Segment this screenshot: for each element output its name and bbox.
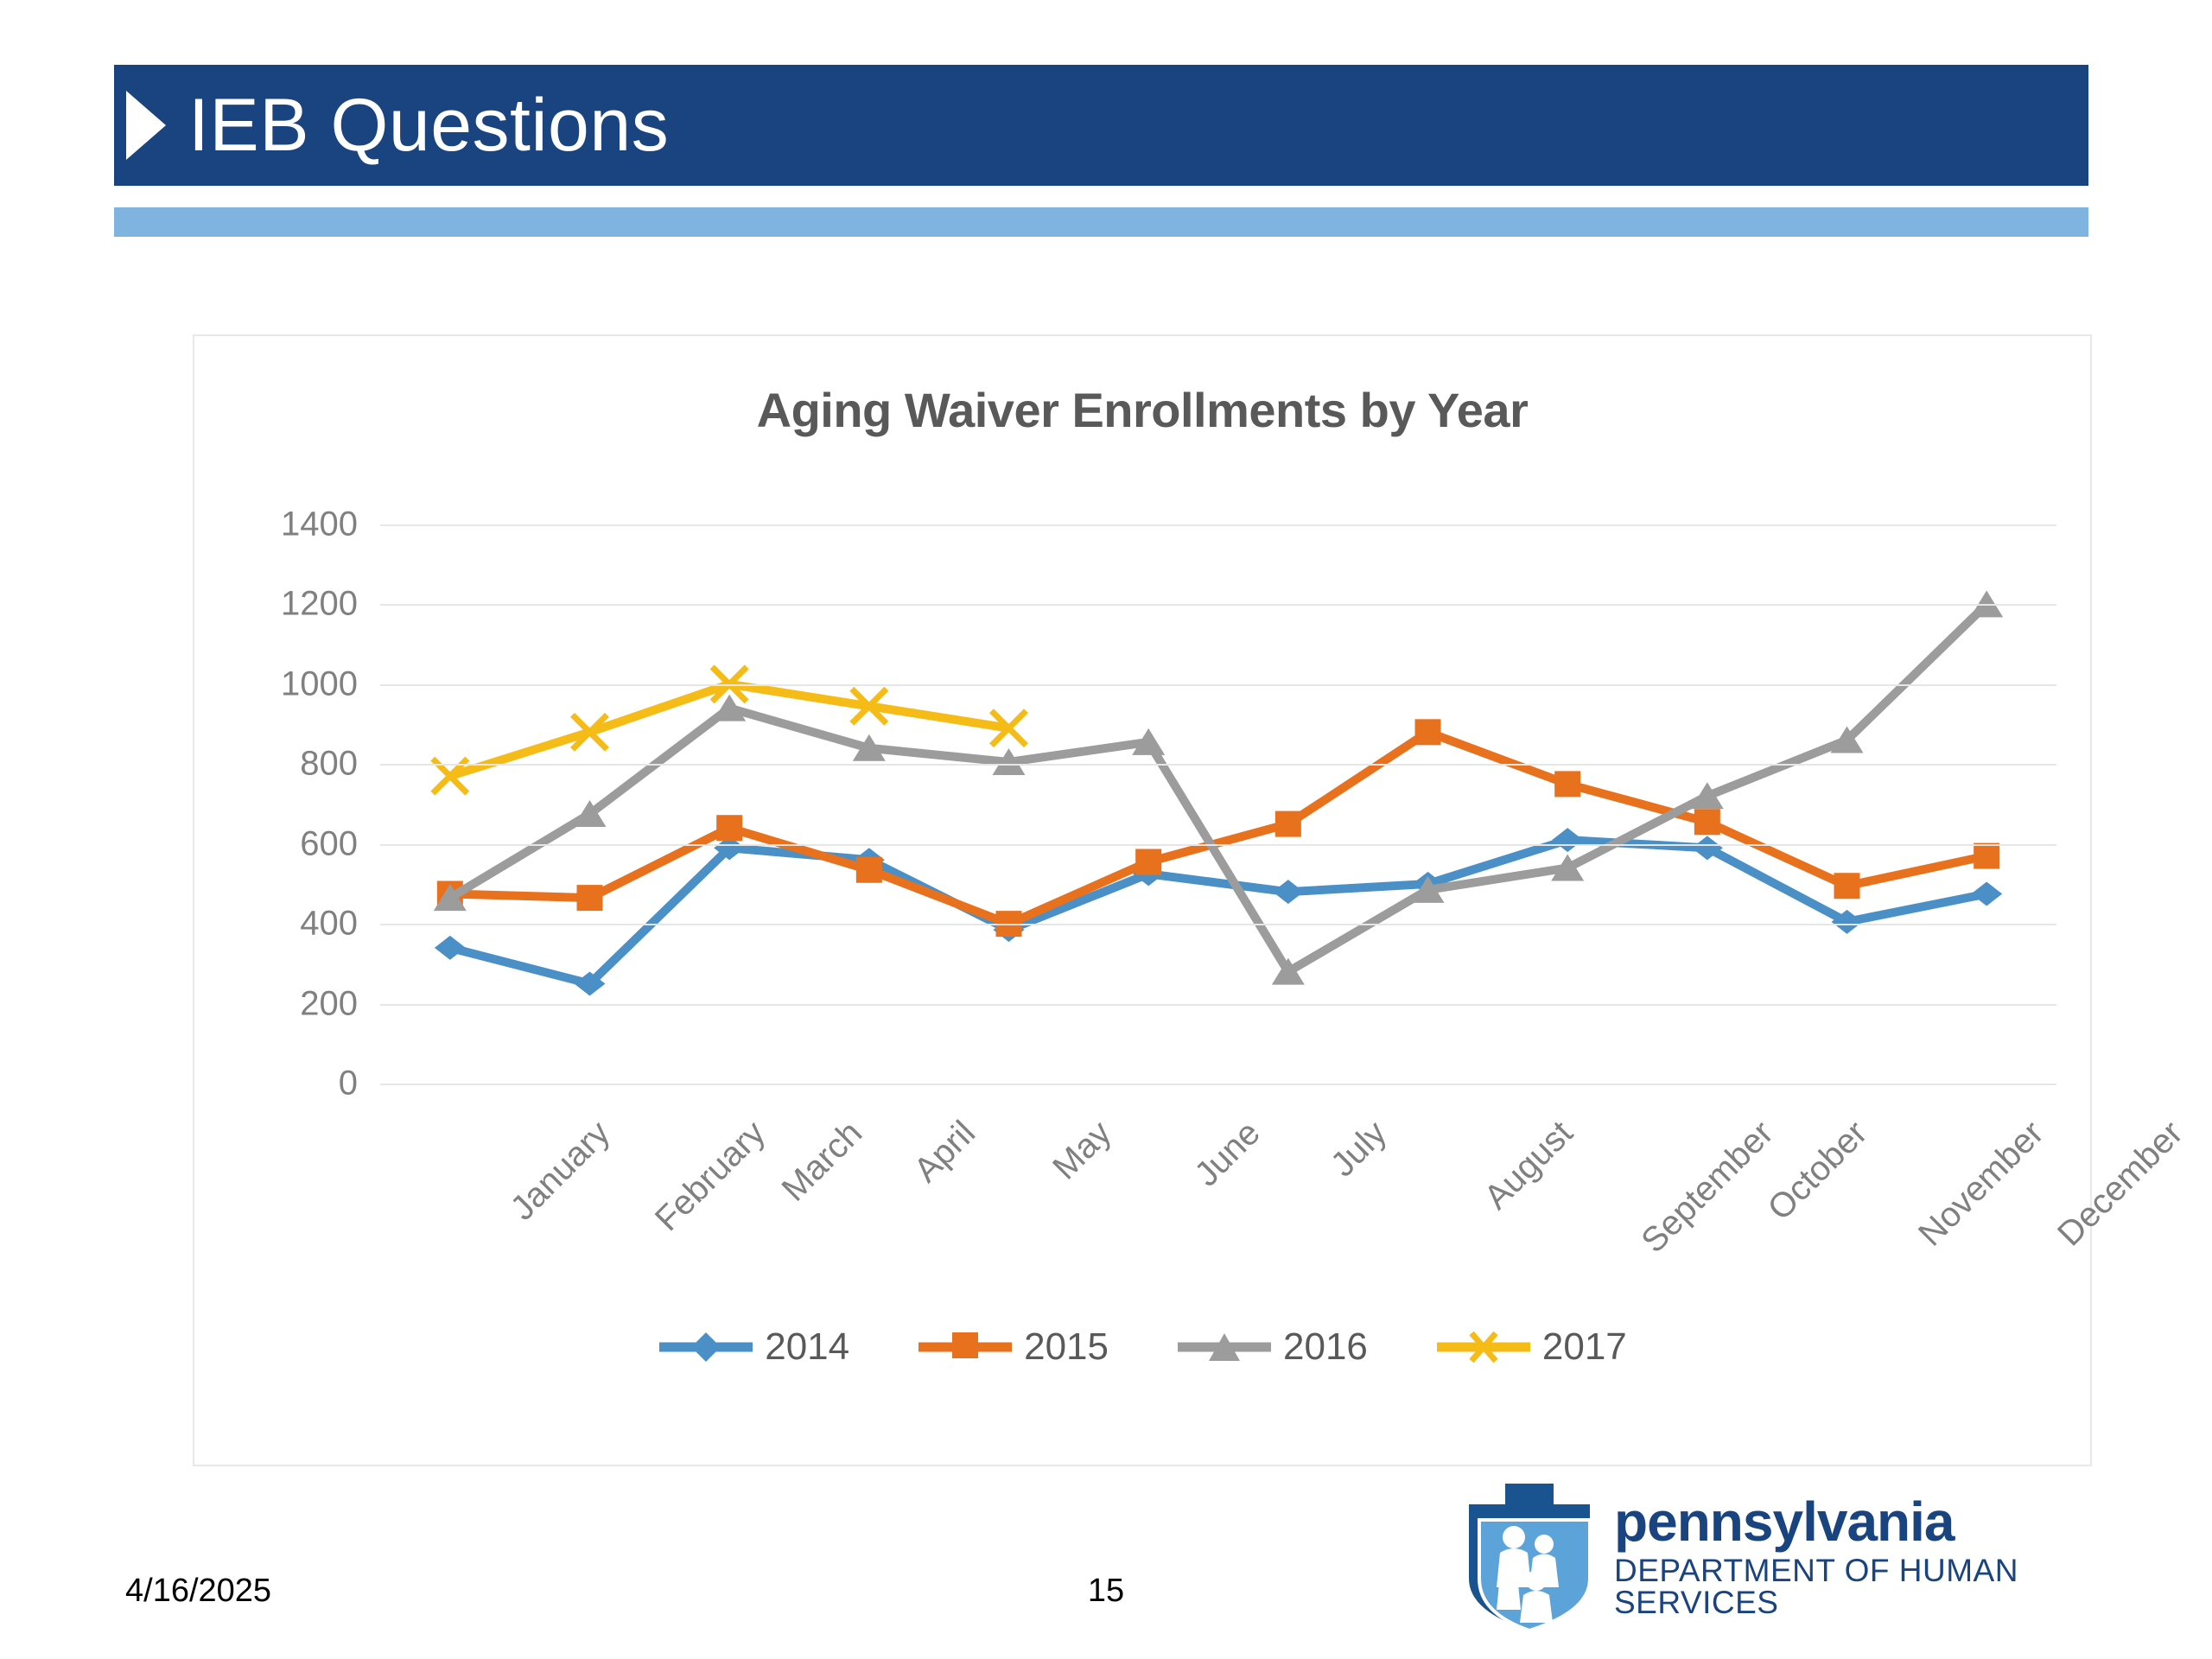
chart-data-point <box>573 800 607 828</box>
chart-data-point <box>1691 836 1723 861</box>
chart-x-tick-label: July <box>1323 1114 1395 1185</box>
chart-data-point <box>1132 728 1166 755</box>
chart-data-point <box>1690 782 1724 810</box>
chart-plot-area: 0 200 400 600 800 1000 1200 1400 <box>281 505 2056 1103</box>
chart-container: Aging Waiver Enrollments by Year 0 200 400… <box>193 334 2190 1466</box>
chart-data-point <box>1411 875 1445 903</box>
chart-gridline <box>380 924 2056 926</box>
pennsylvania-dhs-logo: pennsylvania DEPARTMENT OF HUMAN SERVICE… <box>1460 1484 2152 1633</box>
legend-item-2015[interactable]: 2015 <box>917 1325 1109 1369</box>
legend-label: 2016 <box>1283 1325 1368 1368</box>
chart-data-point <box>1552 828 1584 853</box>
chart-data-point <box>1135 849 1162 875</box>
legend-marker-shape <box>952 1332 979 1358</box>
page-title: IEB Questions <box>188 84 670 167</box>
chart-gridline <box>380 1084 2056 1085</box>
chart-data-point <box>1971 881 2003 906</box>
chart-data-point <box>574 971 606 996</box>
legend-marker-icon <box>659 1332 753 1362</box>
chart-data-point <box>849 686 889 726</box>
chart-data-point <box>1414 719 1441 746</box>
chart-data-point <box>1272 880 1304 905</box>
legend-label: 2015 <box>1024 1325 1109 1368</box>
chart-x-tick-label: September <box>1634 1114 1781 1261</box>
footer-page-number: 15 <box>1087 1573 1125 1609</box>
chart-x-tick-label: February <box>647 1114 772 1239</box>
chart-series-line <box>449 728 1988 929</box>
chart-x-tick-label: March <box>774 1114 870 1209</box>
legend-marker-shape <box>1469 1331 1498 1363</box>
chart-data-point <box>1970 590 2004 618</box>
chart-data-point <box>1974 842 2000 869</box>
chart-y-tick-label: 200 <box>300 984 358 1023</box>
legend-item-2014[interactable]: 2014 <box>658 1325 849 1369</box>
chart-gridline <box>380 604 2056 607</box>
chart-x-tick-label: December <box>2050 1114 2190 1254</box>
chart-data-point <box>852 734 886 761</box>
chart-series-line <box>448 836 1988 988</box>
chart-data-point <box>1694 809 1720 836</box>
chart-y-tick-label: 800 <box>300 744 358 783</box>
chart-data-point <box>1551 854 1585 881</box>
chart-data-point <box>989 709 1028 748</box>
chart-data-point <box>716 815 743 842</box>
chart-y-tick-label: 1400 <box>281 505 358 543</box>
chart-data-point <box>434 935 466 960</box>
chart-y-tick-label: 1000 <box>281 664 358 703</box>
title-underbar <box>114 207 2088 237</box>
chart-gridline <box>380 524 2056 526</box>
chart-x-tick-label: January <box>503 1114 618 1228</box>
chart-y-tick-label: 1200 <box>281 584 358 623</box>
legend-label: 2014 <box>765 1325 850 1368</box>
chart-legend: 2014 2015 2016 2017 <box>194 1325 2090 1369</box>
legend-marker-icon <box>1436 1331 1530 1363</box>
logo-wordmark: pennsylvania <box>1614 1491 1955 1553</box>
chart-data-point <box>992 747 1026 775</box>
chart-data-point <box>713 694 747 721</box>
chart-x-tick-label: June <box>1187 1114 1268 1194</box>
chart-gridline <box>380 1003 2056 1006</box>
chart-title: Aging Waiver Enrollments by Year <box>756 383 1529 437</box>
chart-lines <box>430 590 2004 996</box>
footer-date: 4/16/2025 <box>125 1573 272 1609</box>
legend-label: 2017 <box>1541 1325 1627 1368</box>
legend-marker-icon <box>918 1332 1013 1358</box>
chart-data-point <box>1830 726 1864 753</box>
chart-x-tick-label: October <box>1760 1114 1875 1228</box>
slide-title-banner <box>114 65 2088 186</box>
chart-data-point <box>1554 771 1581 798</box>
legend-marker-shape <box>1209 1333 1240 1361</box>
chart-data-point <box>1274 810 1301 837</box>
chart-series-line <box>448 601 1990 976</box>
chart-y-tick-label: 400 <box>300 904 358 943</box>
chart-x-tick-label: August <box>1476 1114 1580 1217</box>
chart-data-point <box>576 885 603 912</box>
chart-data-point <box>433 884 467 912</box>
chart-x-tick-label: April <box>906 1114 982 1190</box>
chart-y-tick-label: 0 <box>338 1064 358 1103</box>
chart-gridline <box>380 683 2056 686</box>
chart-data-point <box>1831 909 1863 934</box>
title-arrow-icon <box>114 65 176 186</box>
chart-x-tick-label: November <box>1910 1114 2051 1254</box>
chart-x-tick-label: May <box>1045 1114 1119 1187</box>
chart-gridline <box>380 843 2056 846</box>
logo-subwordmark: DEPARTMENT OF HUMAN SERVICES <box>1614 1553 2018 1620</box>
chart-gridline <box>380 764 2056 766</box>
legend-marker-shape <box>691 1332 721 1362</box>
chart-data-point <box>714 836 746 861</box>
chart-data-point <box>1271 957 1305 985</box>
chart-data-point <box>1834 873 1860 899</box>
keystone-family-icon <box>1469 1484 1592 1633</box>
chart-data-point <box>855 856 882 883</box>
legend-item-2017[interactable]: 2017 <box>1435 1325 1627 1369</box>
chart-y-tick-label: 600 <box>300 824 358 863</box>
chart-data-point <box>570 712 609 752</box>
legend-marker-icon <box>1178 1333 1271 1361</box>
legend-item-2016[interactable]: 2016 <box>1176 1325 1368 1369</box>
